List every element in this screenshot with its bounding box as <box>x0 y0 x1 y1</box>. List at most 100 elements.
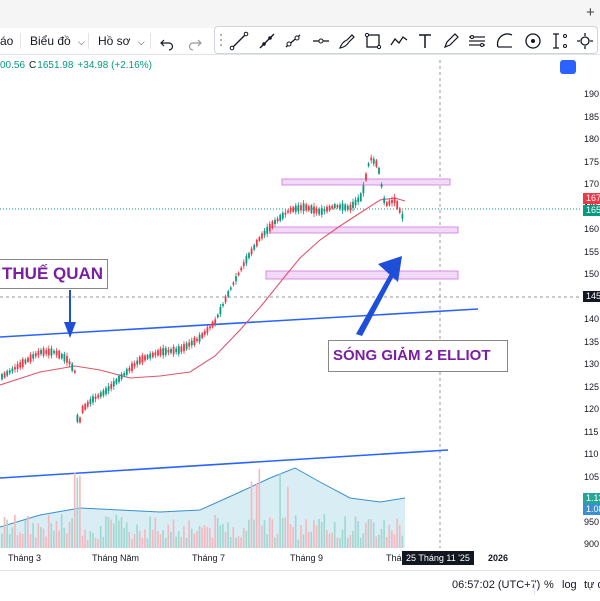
candle-body <box>320 207 323 215</box>
volume-bar <box>258 468 261 548</box>
candle-body <box>118 375 120 382</box>
volume-bar <box>144 529 146 548</box>
volume-bar <box>352 530 354 548</box>
info-line-icon[interactable] <box>283 31 303 51</box>
ray-icon[interactable] <box>257 31 277 51</box>
drag-handle-icon[interactable] <box>219 33 223 47</box>
candle-body <box>136 360 139 365</box>
volume-bar <box>274 537 276 548</box>
volume-bars <box>1 468 404 548</box>
date-range-icon[interactable] <box>549 31 569 51</box>
volume-bar <box>128 531 131 548</box>
trendline-upper <box>0 308 479 338</box>
candle-body <box>53 350 55 354</box>
candle-body <box>307 206 310 211</box>
pen-icon[interactable] <box>441 31 461 51</box>
volume-bar <box>79 475 81 548</box>
price-tag-upper: 167 <box>583 193 600 204</box>
candle-body <box>245 256 248 264</box>
volume-bar <box>310 531 313 548</box>
volume-bar <box>323 514 326 548</box>
candle-body <box>211 321 214 328</box>
volume-bar <box>21 533 24 548</box>
elliott-label-box <box>328 340 508 372</box>
candle-body <box>297 205 300 212</box>
candle-body <box>370 157 373 161</box>
candle-body <box>333 204 336 209</box>
volume-bar <box>344 516 346 548</box>
candle-body <box>32 354 35 359</box>
volume-bar <box>50 523 53 548</box>
candle-body <box>328 206 331 211</box>
axis-settings-icon[interactable] <box>560 60 576 74</box>
candle-body <box>393 197 396 204</box>
candle-body <box>105 388 107 395</box>
volume-bar <box>372 522 375 548</box>
candle-body <box>131 363 133 372</box>
candle-body <box>120 374 123 380</box>
price-axis[interactable] <box>560 56 600 562</box>
volume-bar <box>235 537 237 548</box>
price-chart[interactable] <box>0 54 580 548</box>
log-toggle[interactable]: log <box>562 579 577 591</box>
volume-bar <box>66 533 68 548</box>
profile-dropdown[interactable]: Hồ sơ ⌵ <box>98 32 145 50</box>
candle-body <box>58 350 61 359</box>
redo-icon[interactable] <box>188 35 202 53</box>
time-axis[interactable]: Tháng 3 Tháng Năm Tháng 7 Tháng 9 Thá 20… <box>0 548 600 570</box>
volume-bar <box>157 531 159 548</box>
candle-body <box>157 350 159 356</box>
candle-body <box>385 202 388 206</box>
circle-icon[interactable] <box>523 31 543 51</box>
trend-line-icon[interactable] <box>229 31 249 51</box>
price-tag-lower: 165 <box>583 205 600 216</box>
alerts-button[interactable]: áo <box>0 34 14 48</box>
auto-toggle[interactable]: tự đ <box>584 579 600 591</box>
volume-bar <box>29 533 32 548</box>
candle-body <box>128 367 131 372</box>
candle-body <box>224 296 227 303</box>
candle-body <box>287 210 289 213</box>
rectangle-icon[interactable] <box>363 31 383 51</box>
candle-body <box>188 342 191 347</box>
candle-body <box>380 184 383 187</box>
volume-bar <box>141 537 144 548</box>
volume-bar <box>172 519 175 548</box>
volume-bar <box>229 536 232 548</box>
volume-bar <box>383 520 385 548</box>
candle-body <box>263 230 266 236</box>
volume-bar <box>318 518 320 548</box>
time-label: 2026 <box>488 553 509 563</box>
candle-body <box>45 350 48 354</box>
gear-icon[interactable] <box>575 31 595 51</box>
candle-body <box>346 205 349 210</box>
brush-icon[interactable] <box>337 31 357 51</box>
price-axis-label: 170 <box>584 179 600 189</box>
candle-body <box>19 362 22 368</box>
candle-body <box>37 350 40 356</box>
clock-time[interactable]: 06:57:02 (UTC+7) <box>452 579 541 591</box>
price-axis-label: 155 <box>584 246 600 257</box>
volume-bar <box>71 518 73 548</box>
volume-bar <box>307 531 310 548</box>
candle-body <box>354 199 357 206</box>
parallel-channel-icon[interactable] <box>467 31 487 51</box>
candle-body <box>206 327 209 333</box>
volume-bar <box>219 525 222 548</box>
candle-body <box>323 209 326 212</box>
candle-body <box>310 205 313 213</box>
volume-bar <box>284 517 287 548</box>
arc-icon[interactable] <box>495 31 515 51</box>
chart-type-dropdown[interactable]: Biểu đồ ⌵ <box>30 32 85 50</box>
status-bar: 06:57:02 (UTC+7) % log tự đ <box>0 570 600 601</box>
text-icon[interactable] <box>415 31 435 51</box>
horizontal-line-icon[interactable] <box>311 31 331 51</box>
volume-bar <box>245 530 248 548</box>
price-axis-label: 105 <box>584 471 600 482</box>
undo-icon[interactable] <box>160 35 174 53</box>
candle-body <box>6 371 9 376</box>
candle-body <box>359 193 362 202</box>
plus-icon[interactable]: + <box>586 4 595 21</box>
path-icon[interactable] <box>389 31 409 51</box>
percent-toggle[interactable]: % <box>544 579 554 591</box>
